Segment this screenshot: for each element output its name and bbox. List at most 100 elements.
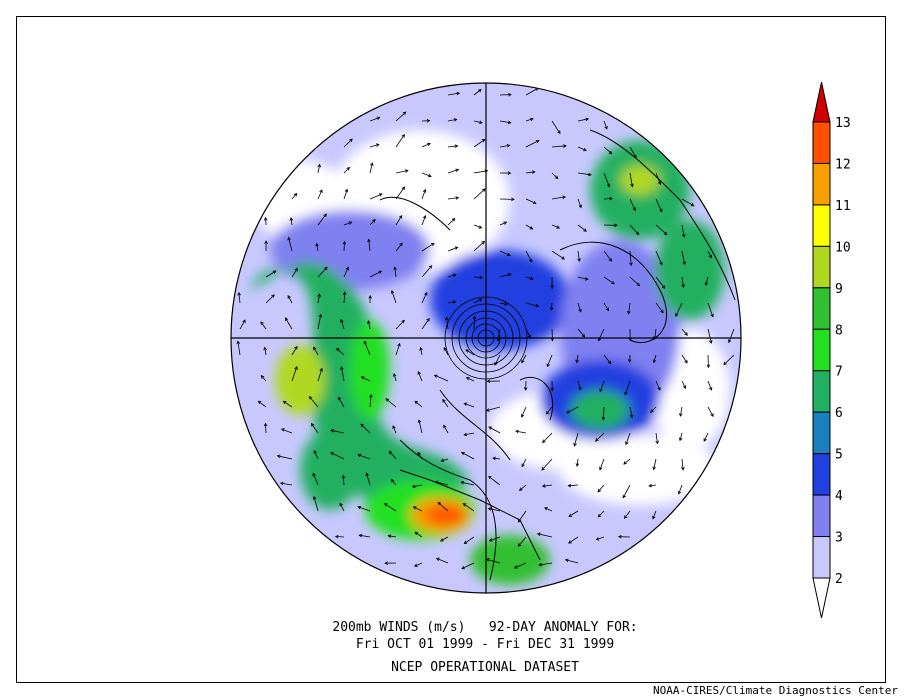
colorbar-min-triangle (812, 577, 831, 619)
wind-arrow (435, 481, 449, 486)
colorbar-swatch (812, 121, 831, 164)
wind-arrow-head (486, 379, 491, 384)
wind-arrow-head (681, 233, 686, 238)
wind-arrow (258, 400, 267, 408)
wind-arrow (546, 354, 553, 367)
wind-arrow (447, 145, 458, 148)
wind-arrow-head (652, 515, 656, 520)
wind-arrow (568, 484, 579, 487)
wind-arrow-head (710, 313, 714, 318)
wind-arrow (464, 403, 475, 408)
wind-arrow-head (709, 340, 713, 344)
wind-arrow (652, 510, 657, 519)
wind-arrow-head (478, 225, 483, 229)
wind-arrow-head (710, 413, 714, 418)
wind-arrow (463, 503, 475, 512)
wind-arrow-head (383, 503, 388, 507)
wind-arrow-head (324, 266, 328, 271)
wind-arrow-head (453, 118, 458, 122)
wind-arrow-head (575, 463, 580, 467)
wind-arrow (624, 510, 631, 519)
colorbar-tick-label: 11 (835, 199, 851, 214)
wind-arrow (265, 294, 275, 304)
wind-arrow-head (260, 375, 265, 379)
wind-arrow (551, 145, 567, 148)
wind-arrow (447, 169, 459, 174)
colorbar-swatch (812, 370, 831, 413)
wind-arrow-head (399, 242, 403, 247)
wind-arrow-head (583, 147, 587, 152)
wind-arrow-head (455, 168, 460, 172)
wind-arrow-head (237, 291, 241, 296)
wind-arrow-head (513, 565, 518, 569)
wind-arrow-head (372, 218, 376, 223)
wind-arrow (366, 473, 371, 486)
wind-arrow-head (532, 200, 537, 204)
wind-arrow (568, 536, 579, 544)
wind-arrow (625, 432, 631, 445)
wind-arrow (412, 484, 423, 488)
wind-arrow-head (472, 315, 477, 320)
wind-arrow-head (622, 494, 626, 499)
wind-arrow (369, 270, 382, 278)
wind-arrow-head (294, 267, 298, 272)
wind-arrow-head (481, 240, 485, 245)
wind-arrow-head (417, 451, 421, 456)
wind-arrow (598, 328, 605, 341)
wind-arrow (291, 193, 298, 200)
wind-arrow-head (567, 483, 572, 488)
wind-arrow-head (426, 317, 430, 322)
wind-arrow-head (677, 490, 682, 495)
wind-arrow-head (488, 538, 493, 542)
wind-arrow (343, 189, 348, 200)
wind-arrow (340, 319, 345, 330)
wind-arrow-head (319, 189, 323, 193)
wind-arrow-head (452, 300, 457, 304)
wind-arrow-head (520, 413, 525, 418)
wind-arrow-head (546, 363, 550, 368)
wind-arrow (599, 380, 605, 392)
wind-arrow-head (349, 138, 353, 143)
wind-arrow (392, 425, 397, 434)
wind-arrow-head (605, 307, 609, 312)
wind-arrow-head (313, 450, 317, 454)
wind-arrow-head (342, 240, 347, 245)
wind-arrow (551, 120, 561, 134)
wind-arrow (525, 87, 539, 96)
wind-arrow (361, 376, 371, 382)
wind-arrow-head (517, 543, 522, 547)
wind-arrow (466, 377, 475, 382)
wind-vectors (236, 87, 735, 570)
wind-arrow-head (344, 188, 349, 193)
wind-arrow (544, 507, 553, 512)
wind-arrow-head (573, 442, 577, 447)
wind-arrow-head (393, 372, 397, 377)
wind-arrow (565, 559, 579, 564)
wind-arrow (461, 562, 475, 569)
wind-arrow-head (679, 413, 683, 417)
wind-arrow (525, 118, 534, 122)
wind-arrow (603, 354, 612, 364)
wind-arrow-head (368, 294, 372, 299)
colorbar-swatch (812, 328, 831, 372)
wind-arrow-head (535, 140, 540, 144)
wind-arrow-head (317, 163, 321, 168)
wind-arrow (473, 188, 486, 200)
wind-arrow-head (488, 475, 492, 480)
wind-arrow-head (538, 562, 543, 567)
wind-arrow-head (608, 150, 613, 155)
wind-arrow (629, 198, 636, 211)
wind-arrow (440, 536, 449, 542)
wind-arrow (489, 536, 501, 542)
wind-arrow (437, 502, 449, 512)
wind-arrow (261, 375, 267, 382)
wind-arrow (369, 219, 376, 226)
wind-arrow (369, 162, 373, 174)
wind-arrow-head (578, 308, 582, 313)
wind-arrow (603, 302, 609, 311)
wind-arrow (655, 224, 668, 235)
wind-arrow-head (601, 416, 606, 421)
wind-arrow-head (348, 221, 353, 225)
wind-arrow-head (659, 261, 663, 266)
wind-arrow (311, 423, 319, 434)
